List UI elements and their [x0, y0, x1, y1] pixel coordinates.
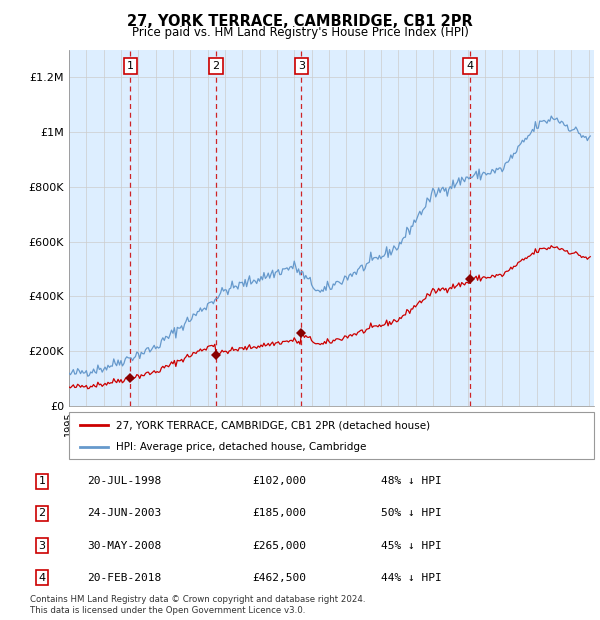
Text: 30-MAY-2008: 30-MAY-2008 — [87, 541, 161, 551]
Text: 27, YORK TERRACE, CAMBRIDGE, CB1 2PR: 27, YORK TERRACE, CAMBRIDGE, CB1 2PR — [127, 14, 473, 29]
Text: 24-JUN-2003: 24-JUN-2003 — [87, 508, 161, 518]
Text: £462,500: £462,500 — [252, 573, 306, 583]
FancyBboxPatch shape — [69, 412, 594, 459]
Text: 44% ↓ HPI: 44% ↓ HPI — [381, 573, 442, 583]
Text: 1: 1 — [38, 476, 46, 486]
Text: £265,000: £265,000 — [252, 541, 306, 551]
Text: 45% ↓ HPI: 45% ↓ HPI — [381, 541, 442, 551]
Text: 20-FEB-2018: 20-FEB-2018 — [87, 573, 161, 583]
Text: This data is licensed under the Open Government Licence v3.0.: This data is licensed under the Open Gov… — [30, 606, 305, 615]
Text: 3: 3 — [298, 61, 305, 71]
Text: 3: 3 — [38, 541, 46, 551]
Text: Contains HM Land Registry data © Crown copyright and database right 2024.: Contains HM Land Registry data © Crown c… — [30, 595, 365, 604]
Text: 4: 4 — [38, 573, 46, 583]
Text: 2: 2 — [38, 508, 46, 518]
Text: 4: 4 — [466, 61, 473, 71]
Text: 2: 2 — [212, 61, 220, 71]
Text: 27, YORK TERRACE, CAMBRIDGE, CB1 2PR (detached house): 27, YORK TERRACE, CAMBRIDGE, CB1 2PR (de… — [116, 420, 430, 430]
Text: HPI: Average price, detached house, Cambridge: HPI: Average price, detached house, Camb… — [116, 442, 367, 452]
Text: 1: 1 — [127, 61, 134, 71]
Text: 20-JUL-1998: 20-JUL-1998 — [87, 476, 161, 486]
Text: £102,000: £102,000 — [252, 476, 306, 486]
Text: 50% ↓ HPI: 50% ↓ HPI — [381, 508, 442, 518]
Text: Price paid vs. HM Land Registry's House Price Index (HPI): Price paid vs. HM Land Registry's House … — [131, 26, 469, 39]
Text: 48% ↓ HPI: 48% ↓ HPI — [381, 476, 442, 486]
Text: £185,000: £185,000 — [252, 508, 306, 518]
